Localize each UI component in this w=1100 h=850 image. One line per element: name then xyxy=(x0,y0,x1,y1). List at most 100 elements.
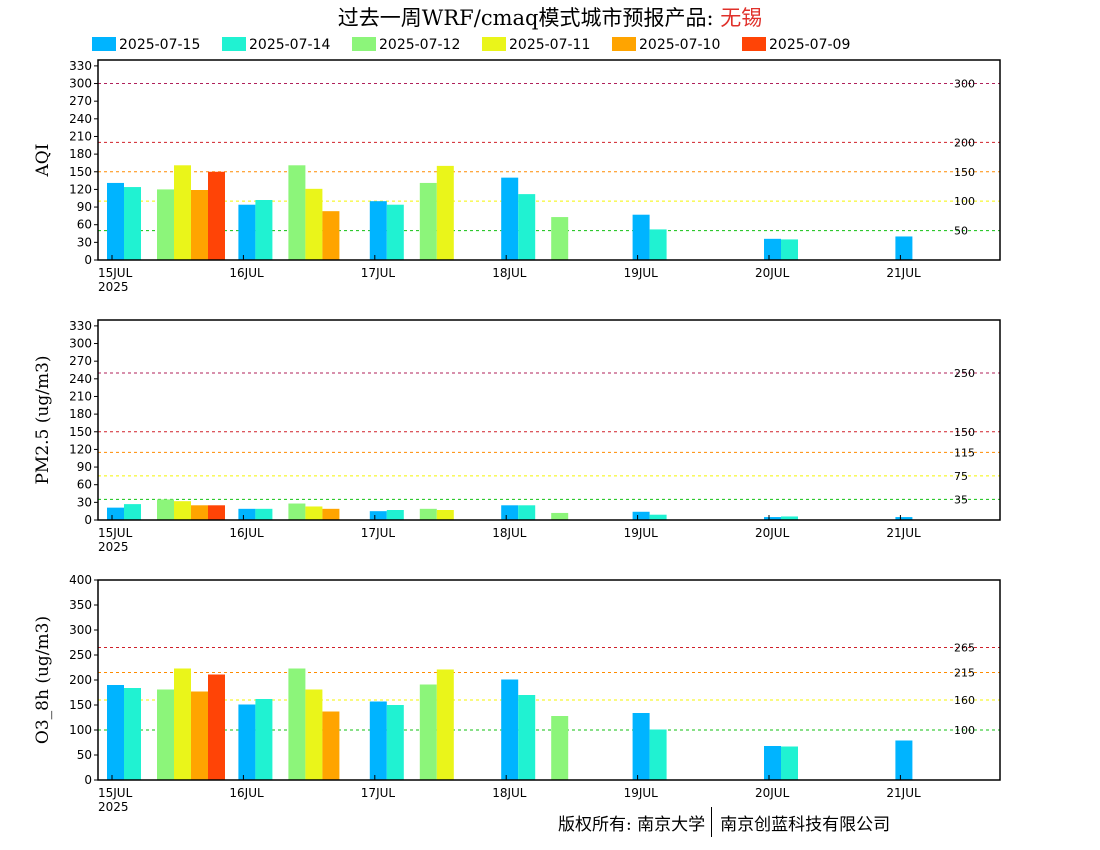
x-tick-label: 18JUL xyxy=(492,266,527,280)
bar xyxy=(386,705,404,780)
bar xyxy=(419,684,437,780)
y-tick-label: 30 xyxy=(77,495,92,509)
threshold-label: 160 xyxy=(954,694,975,707)
bar xyxy=(191,190,208,260)
legend-item: 2025-07-11 xyxy=(482,37,590,53)
y-tick-label: 180 xyxy=(69,407,92,421)
legend-item: 2025-07-10 xyxy=(612,37,720,53)
threshold-label: 150 xyxy=(954,166,975,179)
legend-label: 2025-07-09 xyxy=(769,37,850,53)
x-tick-label: 15JUL xyxy=(98,266,133,280)
legend-item: 2025-07-12 xyxy=(352,37,460,53)
x-tick-label: 21JUL xyxy=(886,526,921,540)
legend-item: 2025-07-14 xyxy=(222,37,330,53)
bar xyxy=(419,182,437,260)
bar xyxy=(255,200,273,260)
bar xyxy=(369,201,387,260)
bar xyxy=(322,508,340,520)
chart-panel: 250 150 115 75 35 0 30 60 90 120 150 180 210 240 270 30… xyxy=(33,319,1001,554)
bar xyxy=(191,691,208,780)
x-tick-label: 18JUL xyxy=(492,786,527,800)
y-tick-label: 150 xyxy=(69,425,92,439)
y-tick-label: 30 xyxy=(77,235,92,249)
bar xyxy=(208,171,225,260)
y-tick-label: 0 xyxy=(84,253,92,267)
x-tick-label: 19JUL xyxy=(624,526,659,540)
legend-label: 2025-07-14 xyxy=(249,37,330,53)
x-tick-label: 15JUL xyxy=(98,786,133,800)
bar xyxy=(895,236,913,260)
legend-swatch xyxy=(222,37,246,51)
plot-frame xyxy=(97,579,1001,781)
y-tick-label: 270 xyxy=(69,94,92,108)
x-tick-label: 19JUL xyxy=(624,786,659,800)
x-year-label: 2025 xyxy=(98,280,129,294)
threshold-label: 300 xyxy=(954,78,975,91)
bar xyxy=(551,217,569,260)
bar xyxy=(649,729,667,780)
x-tick-label: 18JUL xyxy=(492,526,527,540)
x-tick-label: 17JUL xyxy=(361,266,396,280)
y-tick-label: 240 xyxy=(69,372,92,386)
bar xyxy=(632,713,650,780)
x-tick-label: 17JUL xyxy=(361,786,396,800)
bar xyxy=(649,229,667,260)
chart-title: 过去一周WRF/cmaq模式城市预报产品: 无锡 xyxy=(0,2,1100,32)
y-tick-label: 240 xyxy=(69,112,92,126)
x-tick-label: 21JUL xyxy=(886,786,921,800)
chart-panel: 265 215 160 100 0 50 100 150 200 250 300 350 400 15JU… xyxy=(33,573,1001,814)
legend-label: 2025-07-15 xyxy=(119,37,200,53)
bar xyxy=(255,508,273,520)
chart-title-city: 无锡 xyxy=(720,6,763,30)
bar xyxy=(518,695,536,780)
y-tick-label: 0 xyxy=(84,773,92,787)
bar xyxy=(208,505,225,520)
x-tick-label: 17JUL xyxy=(361,526,396,540)
threshold-label: 215 xyxy=(954,667,975,680)
threshold-label: 265 xyxy=(954,642,975,655)
bar xyxy=(124,688,141,780)
bar xyxy=(436,510,454,520)
y-tick-label: 300 xyxy=(69,623,92,637)
bar xyxy=(436,165,454,260)
y-tick-label: 300 xyxy=(69,77,92,91)
bar xyxy=(124,187,141,260)
x-tick-label: 15JUL xyxy=(98,526,133,540)
y-tick-label: 150 xyxy=(69,165,92,179)
y-tick-label: 150 xyxy=(69,698,92,712)
x-year-label: 2025 xyxy=(98,800,129,814)
bar xyxy=(255,699,273,780)
y-tick-label: 120 xyxy=(69,442,92,456)
bar xyxy=(191,505,208,520)
bar xyxy=(369,701,387,780)
bar xyxy=(305,506,323,520)
x-tick-label: 20JUL xyxy=(755,786,790,800)
y-tick-label: 350 xyxy=(69,598,92,612)
legend-swatch xyxy=(742,37,766,51)
y-tick-label: 60 xyxy=(77,478,92,492)
bar xyxy=(174,165,191,260)
legend-swatch xyxy=(352,37,376,51)
threshold-label: 100 xyxy=(954,724,975,737)
threshold-label: 115 xyxy=(954,446,975,459)
x-tick-label: 21JUL xyxy=(886,266,921,280)
x-tick-label: 16JUL xyxy=(229,266,264,280)
y-axis-label: O3_8h (ug/m3) xyxy=(33,616,53,744)
threshold-label: 100 xyxy=(954,195,975,208)
y-tick-label: 400 xyxy=(69,573,92,587)
y-tick-label: 120 xyxy=(69,182,92,196)
bar xyxy=(895,517,913,520)
legend-label: 2025-07-11 xyxy=(509,37,590,53)
copyright-owner: 版权所有: 南京大学 xyxy=(558,814,706,835)
bar xyxy=(632,511,650,520)
copyright-company: 南京创蓝科技有限公司 xyxy=(720,814,891,835)
bar xyxy=(157,689,174,780)
x-tick-label: 20JUL xyxy=(755,266,790,280)
bar xyxy=(518,194,536,260)
bar xyxy=(501,505,519,520)
threshold-label: 200 xyxy=(954,136,975,149)
y-tick-label: 330 xyxy=(69,59,92,73)
legend-item: 2025-07-09 xyxy=(742,37,850,53)
footer-divider xyxy=(711,807,713,837)
